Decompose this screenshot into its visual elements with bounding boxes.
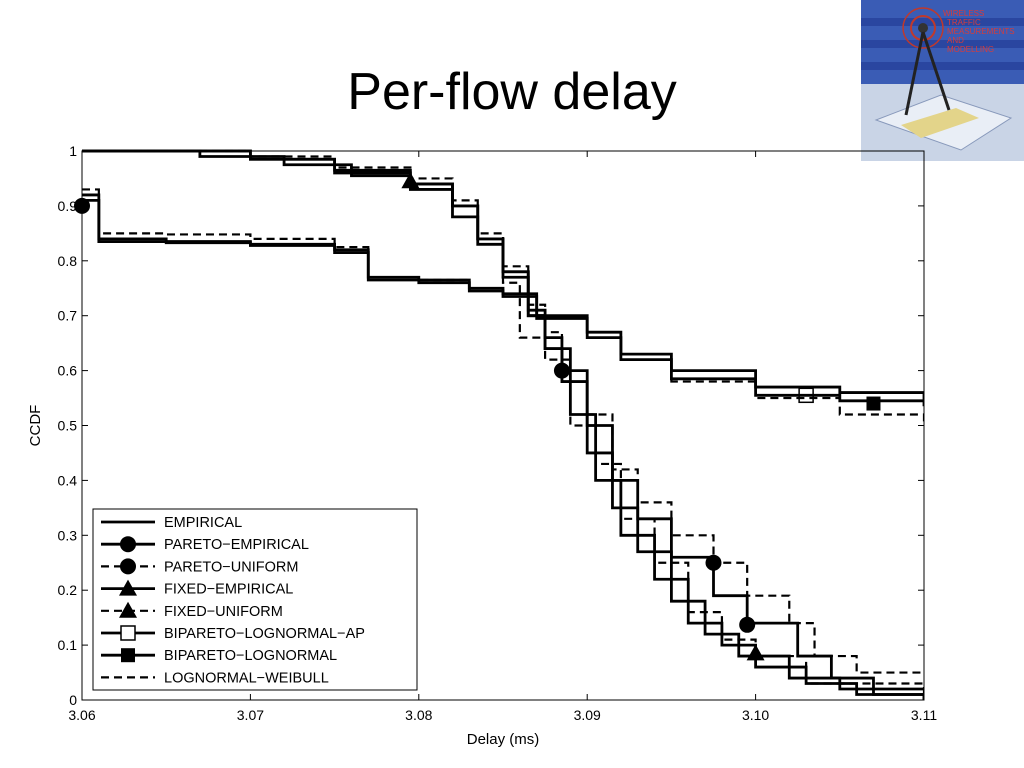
y-axis-label: CCDF (27, 405, 44, 447)
y-tick-label: 1 (69, 143, 77, 159)
svg-text:MODELLING: MODELLING (947, 45, 994, 54)
x-tick-label: 3.10 (742, 707, 769, 723)
x-tick-label: 3.07 (237, 707, 264, 723)
x-tick-label: 3.06 (68, 707, 95, 723)
legend-label-bipareto-lognormal: BIPARETO−LOGNORMAL (164, 648, 337, 664)
legend-label-pareto-uniform: PARETO−UNIFORM (164, 559, 298, 575)
legend-marker-pareto-empirical (120, 536, 136, 553)
legend-marker-bipareto-lognormal (121, 648, 135, 663)
y-tick-label: 0.7 (58, 308, 78, 324)
series-marker-bipareto-lognormal (866, 396, 881, 411)
legend-box (92, 508, 418, 691)
series-line-fixed-uniform (82, 149, 924, 700)
series-marker-pareto-empirical (74, 197, 90, 214)
legend-label-empirical: EMPIRICAL (164, 515, 242, 531)
series-line-bipareto-lognormal (82, 199, 924, 407)
y-tick-label: 0.4 (58, 472, 78, 488)
legend-marker-pareto-uniform (120, 558, 136, 575)
series-marker-pareto-empirical (553, 362, 570, 379)
y-tick-label: 0 (69, 692, 77, 708)
svg-text:WIRELESS: WIRELESS (943, 9, 984, 18)
svg-text:MEASUREMENTS: MEASUREMENTS (947, 27, 1015, 36)
legend-marker-fixed-empirical (119, 579, 137, 596)
y-tick-label: 0.2 (58, 582, 78, 598)
slide-title: Per-flow delay (347, 63, 677, 121)
y-tick-label: 0.3 (58, 527, 78, 543)
legend-label-pareto-empirical: PARETO−EMPIRICAL (164, 537, 309, 553)
series-line-empirical (82, 149, 924, 700)
x-tick-label: 3.09 (574, 707, 601, 723)
series-line-lognormal-weibull (82, 188, 924, 423)
x-tick-label: 3.11 (911, 707, 937, 723)
legend-label-bipareto-lognormal-ap: BIPARETO−LOGNORMAL−AP (164, 626, 365, 642)
wtmm-logo: WIRELESS TRAFFIC MEASUREMENTS AND MODELL… (861, 0, 1024, 161)
x-axis-label: Delay (ms) (467, 731, 540, 748)
series-line-pareto-uniform (82, 149, 924, 674)
svg-text:TRAFFIC: TRAFFIC (947, 18, 981, 27)
series-marker-pareto-empirical (739, 616, 756, 633)
legend-marker-fixed-uniform (119, 601, 137, 618)
y-tick-label: 0.1 (58, 637, 78, 653)
legend-label-lognormal-weibull: LOGNORMAL−WEIBULL (164, 670, 329, 686)
y-tick-label: 0.5 (58, 418, 78, 434)
legend-label-fixed-empirical: FIXED−EMPIRICAL (164, 582, 293, 598)
y-tick-label: 0.6 (58, 363, 78, 379)
logo-graphic: WIRELESS TRAFFIC MEASUREMENTS AND MODELL… (861, 0, 1024, 161)
legend-marker-bipareto-lognormal-ap (120, 625, 136, 641)
y-tick-label: 0.8 (58, 253, 78, 269)
y-tick-label: 0.9 (58, 198, 78, 214)
x-tick-label: 3.08 (405, 707, 432, 723)
svg-text:AND: AND (947, 36, 964, 45)
legend-label-fixed-uniform: FIXED−UNIFORM (164, 604, 283, 620)
